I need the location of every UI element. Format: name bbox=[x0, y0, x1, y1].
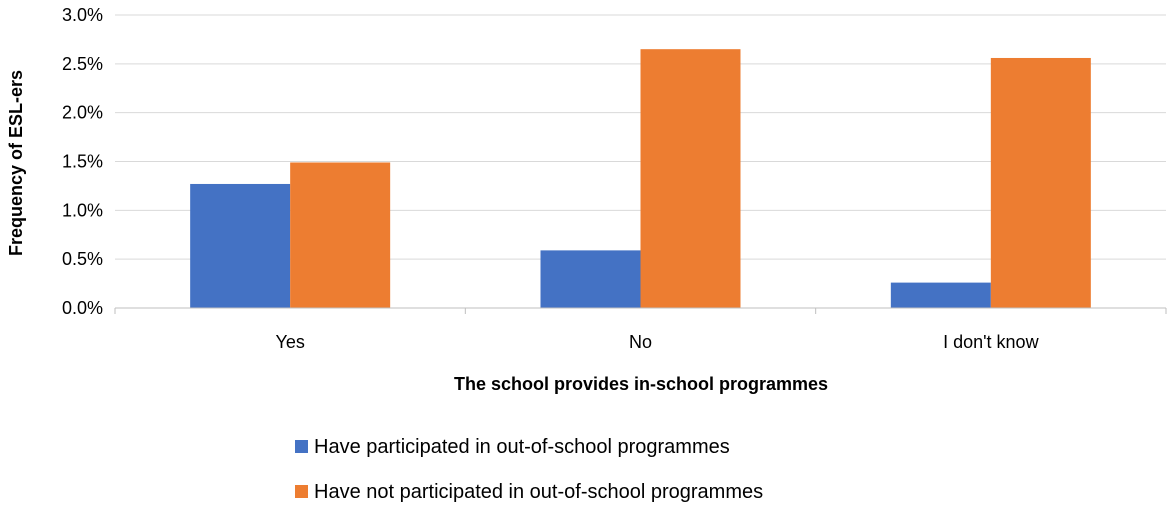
y-tick-label: 2.0% bbox=[62, 103, 103, 123]
legend: Have participated in out-of-school progr… bbox=[295, 436, 763, 503]
bar-not-participated-1 bbox=[640, 49, 741, 308]
bar-participated-2 bbox=[890, 282, 991, 308]
axes: 0.0% 0.5% 1.0% 1.5% 2.0% 2.5% 3.0% Yes No I don't… bbox=[62, 5, 1167, 352]
legend-swatch bbox=[295, 440, 308, 453]
y-tick-label: 0.5% bbox=[62, 249, 103, 269]
x-tick-label: Yes bbox=[275, 332, 304, 352]
bars bbox=[190, 49, 1091, 309]
bar-participated-1 bbox=[540, 250, 641, 308]
y-tick-label: 0.0% bbox=[62, 298, 103, 318]
legend-label: Have not participated in out-of-school p… bbox=[314, 481, 763, 503]
y-tick-label: 2.5% bbox=[62, 54, 103, 74]
y-axis-title: Frequency of ESL-ers bbox=[6, 70, 26, 256]
x-tick-label: No bbox=[629, 332, 652, 352]
x-axis-title: The school provides in-school programmes bbox=[454, 374, 828, 394]
bar-not-participated-0 bbox=[290, 162, 391, 308]
legend-swatch bbox=[295, 485, 308, 498]
y-tick-label: 3.0% bbox=[62, 5, 103, 25]
bar-participated-0 bbox=[190, 183, 291, 308]
bar-not-participated-2 bbox=[990, 57, 1091, 309]
y-tick-label: 1.5% bbox=[62, 152, 103, 172]
x-tick-label: I don't know bbox=[943, 332, 1039, 352]
legend-label: Have participated in out-of-school progr… bbox=[314, 436, 730, 458]
y-tick-label: 1.0% bbox=[62, 200, 103, 220]
